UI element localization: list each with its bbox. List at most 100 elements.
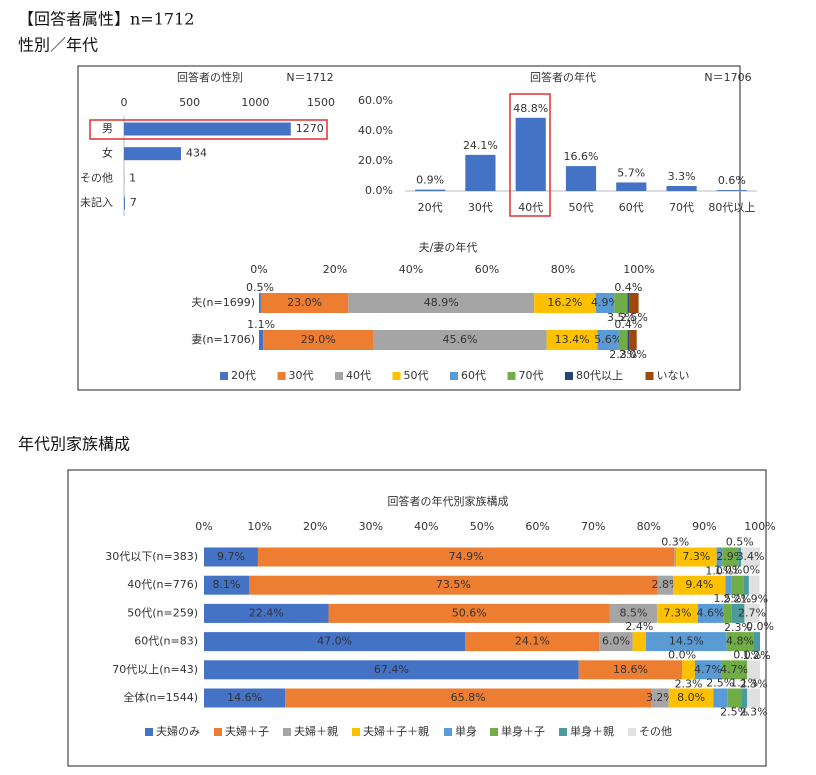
bar-segment	[260, 293, 349, 313]
bar-segment	[747, 660, 760, 680]
bar-segment	[716, 547, 723, 567]
legend-swatch	[450, 372, 458, 380]
bar	[716, 190, 747, 191]
bar-segment	[676, 547, 717, 567]
x-tick-label: 20%	[323, 263, 347, 276]
bar	[666, 186, 697, 191]
data-label: 4.7%	[720, 663, 748, 676]
legend-swatch	[628, 728, 636, 736]
bar-segment	[534, 293, 596, 313]
data-label: 9.4%	[685, 578, 713, 591]
data-label: 16.2%	[547, 296, 582, 309]
y-tick-label: 男	[102, 122, 113, 135]
bar-segment	[328, 603, 610, 623]
x-tick-label: 80%	[551, 263, 575, 276]
legend-label: 70代	[519, 369, 544, 382]
data-label: 18.6%	[613, 663, 648, 676]
y-tick-label: 0.0%	[365, 184, 393, 197]
x-tick-label: 0	[121, 96, 128, 109]
bar	[565, 166, 597, 191]
legend-swatch	[220, 372, 228, 380]
data-label: 67.4%	[374, 663, 409, 676]
x-tick-label: 40%	[414, 520, 438, 533]
data-label: 0.5%	[726, 536, 754, 549]
data-label: 5.7%	[617, 166, 645, 179]
data-label: 2.3%	[724, 621, 752, 634]
legend-label: 単身＋親	[570, 724, 614, 738]
data-label: 0.5%	[246, 281, 274, 294]
chart-title: 回答者の年代	[530, 70, 596, 84]
bar-segment	[694, 660, 722, 680]
legend-swatch	[392, 372, 401, 380]
data-label: 29.0%	[301, 333, 336, 346]
legend-label: 単身	[455, 724, 477, 738]
x-tick-label: 70%	[581, 520, 605, 533]
panel-frame	[77, 65, 741, 391]
legend-label: 30代	[289, 369, 314, 382]
bar-segment	[738, 547, 742, 567]
bar-segment	[748, 575, 760, 595]
legend-label: 20代	[231, 369, 256, 382]
legend-swatch	[490, 728, 498, 736]
data-label: 1.0%	[705, 565, 733, 578]
annotation: N＝1706	[704, 71, 751, 84]
legend-swatch	[559, 728, 567, 736]
x-tick-label: 60代	[619, 201, 644, 214]
data-label: 1.2%	[743, 649, 771, 662]
bar-segment	[731, 603, 745, 623]
data-label: 2.9%	[716, 550, 744, 563]
data-label: 4.9%	[591, 296, 619, 309]
bar-segment	[674, 547, 677, 567]
data-label: 2.3%	[740, 706, 768, 719]
bar-segment	[726, 632, 754, 652]
x-tick-label: 10%	[247, 520, 271, 533]
bar-segment	[627, 293, 630, 313]
legend-swatch	[507, 372, 516, 380]
data-label: 2.5%	[620, 311, 648, 324]
bar-segment	[673, 575, 726, 595]
data-label: 7	[130, 196, 137, 209]
legend-swatch	[352, 728, 360, 736]
data-label: 3.5%	[607, 311, 635, 324]
bar-segment	[249, 575, 658, 595]
legend-swatch	[645, 372, 654, 380]
bar-segment	[627, 330, 630, 350]
data-label: 45.6%	[443, 333, 478, 346]
y-tick-label: 夫(n=1699)	[191, 296, 255, 309]
x-tick-label: 500	[179, 96, 200, 109]
bar-segment	[204, 603, 329, 623]
data-label: 1.0%	[732, 564, 760, 577]
y-tick-label: 未記入	[80, 195, 113, 209]
legend-swatch	[277, 372, 286, 380]
data-label: 8.5%	[620, 606, 648, 619]
bar-segment	[629, 293, 639, 313]
bar-segment	[546, 330, 598, 350]
x-tick-label: 50%	[470, 520, 494, 533]
data-label: 4.7%	[694, 663, 722, 676]
chart-title: 夫/妻の年代	[419, 240, 478, 254]
data-label: 16.6%	[564, 150, 599, 163]
highlight-box	[509, 93, 551, 217]
bar-segment	[697, 603, 724, 623]
bar-segment	[725, 575, 732, 595]
x-tick-label: 50代	[569, 201, 594, 214]
x-tick-label: 80%	[637, 520, 661, 533]
data-label: 47.0%	[317, 635, 352, 648]
legend-swatch	[214, 728, 222, 736]
y-tick-label: 50代(n=259)	[127, 606, 198, 619]
bar-segment	[651, 688, 669, 708]
legend-label: いない	[657, 369, 690, 382]
y-tick-label: 40.0%	[358, 124, 393, 137]
bar-segment	[595, 293, 615, 313]
data-label: 65.8%	[451, 691, 486, 704]
y-tick-label: 70代以上(n=43)	[112, 663, 198, 676]
bar-segment	[204, 660, 579, 680]
legend-label: 50代	[404, 369, 429, 382]
chart-title: 回答者の年代別家族構成	[388, 494, 509, 508]
heading: 【回答者属性】n=1712	[18, 10, 194, 29]
x-tick-label: 1500	[307, 96, 335, 109]
data-label: 0.4%	[614, 281, 642, 294]
data-label: 13.4%	[555, 333, 590, 346]
data-label: 2.4%	[625, 620, 653, 633]
data-label: 0.6%	[718, 174, 746, 187]
